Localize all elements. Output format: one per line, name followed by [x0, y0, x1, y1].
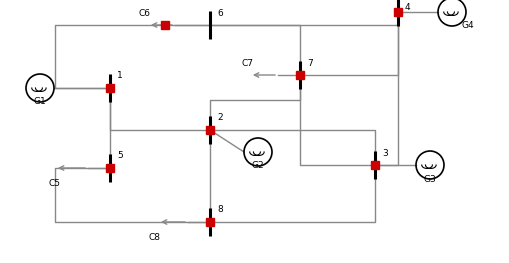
Text: 7: 7 [306, 58, 312, 68]
Text: G3: G3 [423, 174, 436, 184]
Text: 5: 5 [117, 151, 123, 160]
Text: C7: C7 [242, 58, 253, 68]
Text: 3: 3 [381, 149, 387, 158]
Text: 2: 2 [216, 114, 222, 123]
Text: G4: G4 [461, 22, 473, 31]
Text: 6: 6 [216, 9, 222, 18]
Text: C8: C8 [149, 232, 161, 241]
Text: 1: 1 [117, 70, 123, 79]
Text: G2: G2 [251, 161, 264, 170]
Text: G1: G1 [34, 98, 46, 107]
Text: 8: 8 [216, 205, 222, 215]
Text: 4: 4 [404, 3, 410, 13]
Text: C5: C5 [49, 179, 61, 188]
Text: C6: C6 [139, 8, 151, 18]
